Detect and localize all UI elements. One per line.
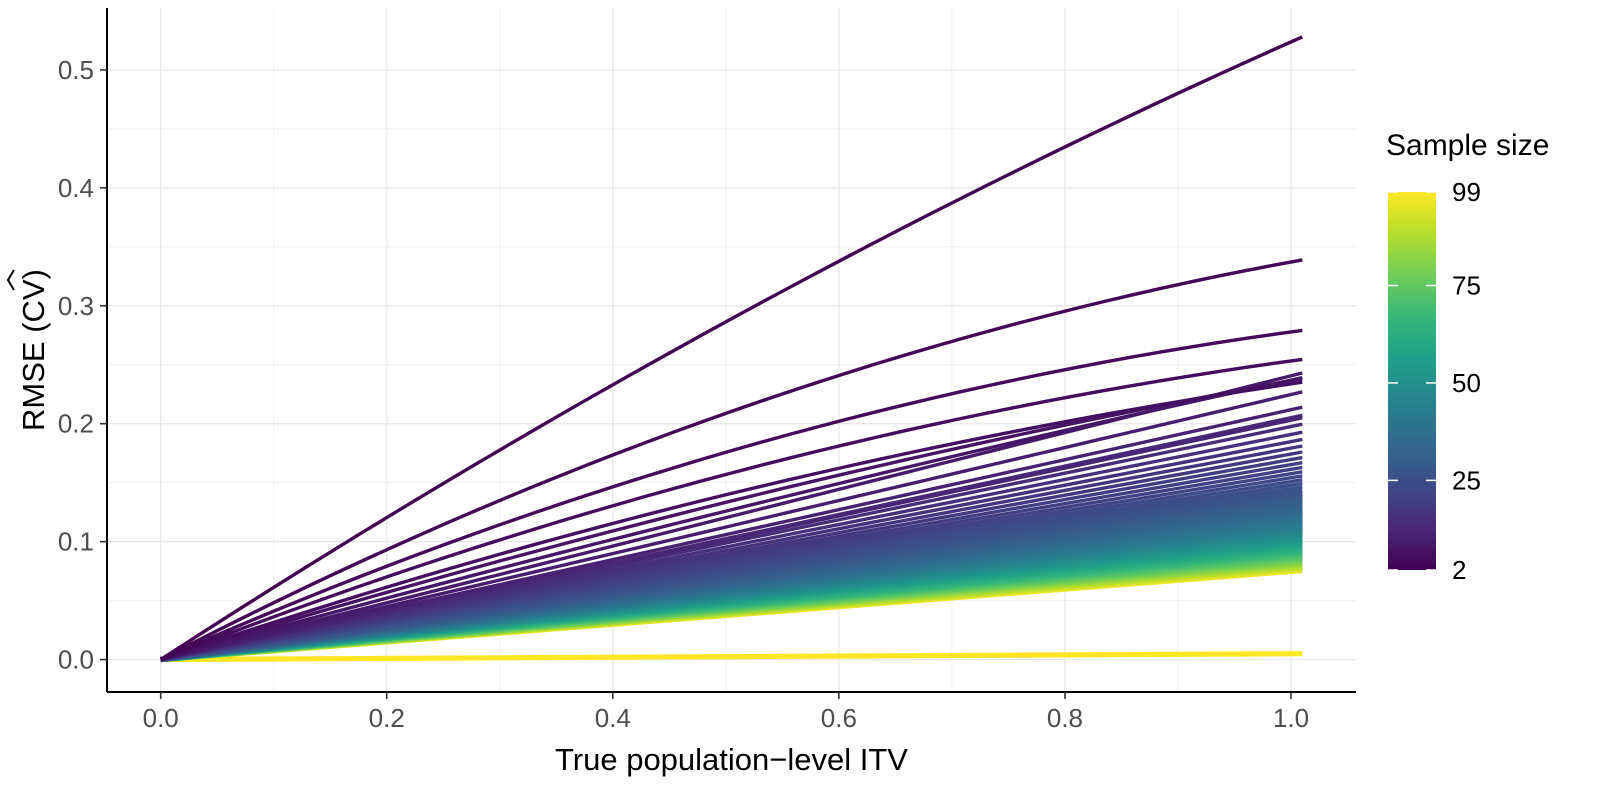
colorbar-ticks: 2 25 50 75 99 — [1388, 177, 1481, 585]
legend-title: Sample size — [1386, 129, 1549, 162]
colorbar-label: 50 — [1452, 368, 1481, 398]
x-tick-label: 0.2 — [369, 703, 405, 733]
x-tick-label: 0.0 — [143, 703, 179, 733]
svg-text:RMSE (CV): RMSE (CV) — [16, 269, 51, 431]
y-axis-title-text: RMSE ( — [16, 322, 51, 431]
series-line-n4 — [160, 328, 1303, 662]
colorbar-label: 2 — [1452, 555, 1466, 585]
x-tick-label: 0.8 — [1047, 703, 1083, 733]
series-line-n7 — [160, 376, 1303, 662]
color-legend: Sample size 2 25 50 75 99 — [1386, 129, 1549, 585]
series-line-n5 — [160, 357, 1303, 662]
x-axis-title: True population−level ITV — [555, 742, 908, 777]
y-tick-label: 0.0 — [58, 645, 94, 675]
colorbar — [1388, 192, 1436, 570]
series-line-n2 — [159, 35, 1304, 661]
series-line-n11 — [160, 405, 1303, 662]
y-tick-label: 0.1 — [58, 527, 94, 557]
y-tick-label: 0.5 — [58, 55, 94, 85]
colorbar-label: 25 — [1452, 465, 1481, 495]
series-line-n6 — [160, 380, 1303, 662]
y-tick-label: 0.3 — [58, 291, 94, 321]
y-axis-title: RMSE (CV) — [6, 269, 51, 431]
x-tick-label: 0.6 — [821, 703, 857, 733]
series-line-n8 — [160, 376, 1303, 662]
y-axis-title-close: ) — [16, 269, 51, 279]
series-line-n99 — [160, 651, 1303, 663]
y-tick-label: 0.4 — [58, 173, 94, 203]
series-line-n10 — [160, 390, 1303, 662]
x-tick-label: 0.4 — [595, 703, 631, 733]
y-tick-label: 0.2 — [58, 409, 94, 439]
series-lines — [159, 35, 1304, 663]
colorbar-label: 99 — [1452, 177, 1481, 207]
hat-accent-icon — [6, 269, 15, 291]
series-line-n12 — [160, 416, 1303, 662]
series-line-n3 — [159, 258, 1303, 662]
tick-labels: 0.0 0.2 0.4 0.6 0.8 1.0 0.0 0.1 0.2 0.3 0.4 0.5 — [58, 55, 1309, 733]
y-axis-title-math: CV — [16, 279, 51, 322]
colorbar-label: 75 — [1452, 271, 1481, 301]
x-tick-label: 1.0 — [1273, 703, 1309, 733]
axes — [106, 8, 1356, 693]
